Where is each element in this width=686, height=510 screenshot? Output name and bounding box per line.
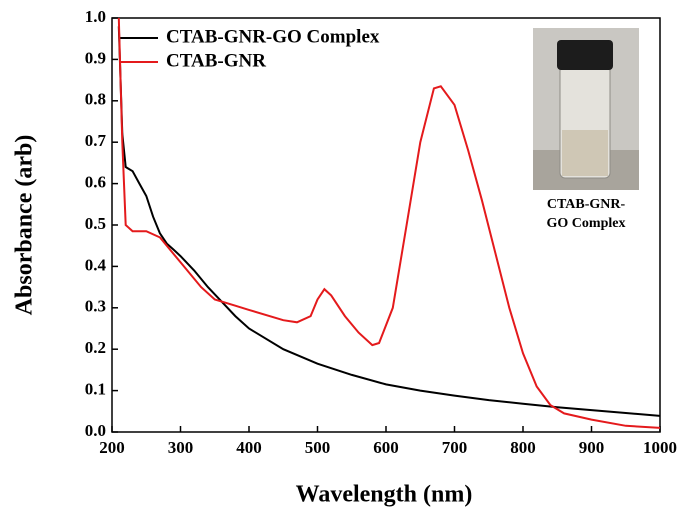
y-tick-label: 0.7 — [85, 131, 107, 150]
y-tick-label: 0.0 — [85, 421, 106, 440]
x-tick-label: 200 — [99, 438, 125, 457]
series-line — [117, 26, 661, 417]
inset-caption: GO Complex — [547, 216, 626, 231]
y-tick-label: 0.5 — [85, 214, 106, 233]
x-tick-label: 600 — [373, 438, 399, 457]
y-tick-label: 0.6 — [85, 173, 106, 192]
x-tick-label: 300 — [168, 438, 194, 457]
y-tick-label: 0.1 — [85, 380, 106, 399]
y-axis-label: Absorbance (arb) — [12, 135, 38, 316]
inset-photo — [533, 28, 639, 190]
x-tick-label: 900 — [579, 438, 605, 457]
inset-caption: CTAB-GNR- — [547, 197, 626, 212]
y-tick-label: 0.4 — [85, 255, 107, 274]
x-tick-label: 400 — [236, 438, 262, 457]
vial-cap — [557, 40, 613, 70]
legend-label: CTAB-GNR — [166, 50, 266, 71]
x-tick-label: 500 — [305, 438, 331, 457]
x-tick-label: 800 — [510, 438, 536, 457]
y-tick-label: 0.9 — [85, 48, 106, 67]
vial-liquid — [562, 130, 608, 176]
y-tick-label: 0.8 — [85, 90, 106, 109]
series-line — [117, 17, 661, 429]
y-tick-label: 1.0 — [85, 7, 106, 26]
x-axis-label: Wavelength (nm) — [296, 482, 473, 508]
y-tick-label: 0.3 — [85, 297, 106, 316]
x-tick-label: 700 — [442, 438, 468, 457]
y-tick-label: 0.2 — [85, 338, 106, 357]
x-tick-label: 1000 — [643, 438, 677, 457]
legend-label: CTAB-GNR-GO Complex — [166, 26, 380, 47]
